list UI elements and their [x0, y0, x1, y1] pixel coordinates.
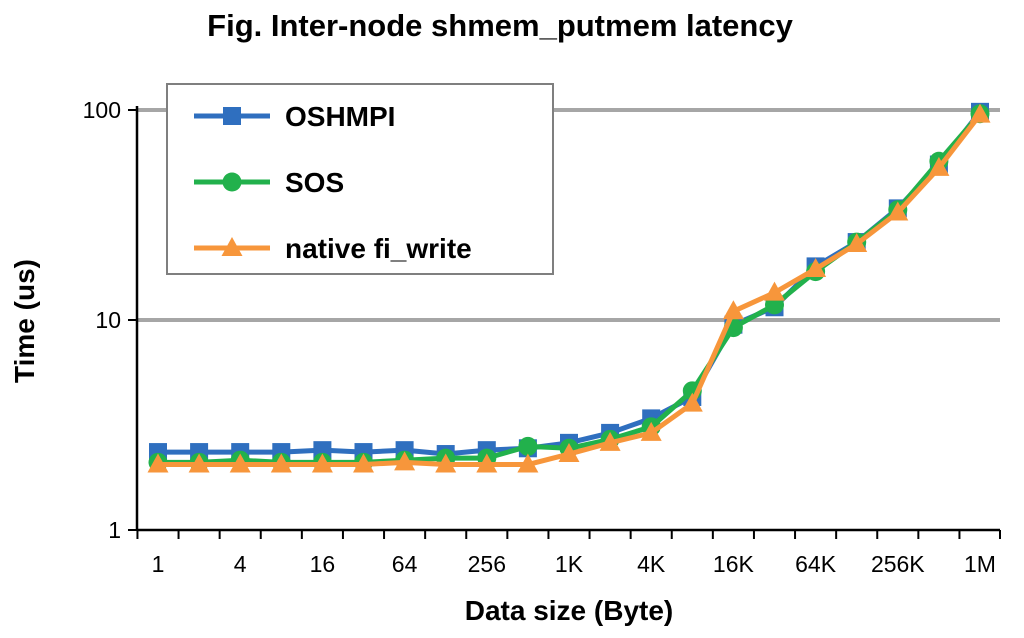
data-point-2-4: [311, 453, 333, 473]
legend-marker-1: [222, 172, 242, 192]
x-tick-label-9: 256K: [871, 551, 925, 577]
x-tick-label-6: 4K: [637, 551, 666, 577]
legend-marker-0: [223, 107, 241, 125]
data-point-2-6: [394, 451, 416, 471]
tick-labels: 1 10 100 1 4 16 64 256 1K 4K 16K 64K 256K 1M: [83, 97, 996, 577]
series-layer: [147, 102, 991, 473]
data-point-2-19: [928, 156, 950, 176]
legend-marker-2: [221, 237, 243, 256]
data-point-2-5: [353, 453, 374, 473]
data-point-2-16: [805, 257, 827, 277]
legend-item-1: SOS: [194, 167, 344, 198]
data-point-2-3: [270, 453, 292, 473]
legend-item-2: native fi_write: [194, 233, 472, 264]
data-point-2-15: [764, 281, 785, 301]
series-2: [147, 103, 991, 473]
y-axis-title: Time (us): [9, 259, 40, 383]
legend-label-0: OSHMPI: [285, 101, 395, 132]
legend-item-0: OSHMPI: [194, 101, 395, 132]
data-point-2-0: [147, 453, 169, 473]
data-point-2-18: [887, 201, 909, 221]
data-point-2-13: [681, 392, 703, 412]
x-tick-label-1: 4: [234, 551, 247, 577]
data-point-2-7: [435, 453, 457, 473]
data-point-1-9: [518, 436, 538, 456]
legend: OSHMPI SOS native fi_write: [166, 83, 554, 275]
data-point-2-10: [558, 443, 580, 463]
x-tick-label-4: 256: [468, 551, 506, 577]
legend-label-2: native fi_write: [285, 233, 472, 264]
x-tick-label-3: 64: [392, 551, 418, 577]
y-tick-label-1: 10: [95, 307, 121, 333]
x-tick-label-2: 16: [310, 551, 336, 577]
data-point-2-20: [969, 103, 991, 123]
data-point-2-9: [517, 453, 539, 473]
y-tick-label-2: 100: [83, 97, 121, 123]
data-point-2-1: [188, 453, 210, 473]
y-tick-label-0: 1: [108, 517, 121, 543]
data-point-2-11: [599, 431, 621, 451]
legend-label-1: SOS: [285, 167, 344, 198]
x-axis-title: Data size (Byte): [465, 595, 674, 626]
x-tick-label-0: 1: [152, 551, 165, 577]
data-point-2-17: [846, 233, 868, 253]
x-tick-label-7: 16K: [713, 551, 755, 577]
x-tick-label-8: 64K: [795, 551, 837, 577]
data-point-2-2: [229, 453, 251, 473]
data-point-2-12: [640, 421, 662, 441]
data-point-2-8: [476, 453, 498, 473]
x-tick-label-10: 1M: [964, 551, 996, 577]
data-point-2-14: [722, 300, 744, 320]
chart-title: Fig. Inter-node shmem_putmem latency: [207, 8, 793, 43]
x-tick-label-5: 1K: [555, 551, 584, 577]
axes: [128, 106, 1001, 539]
